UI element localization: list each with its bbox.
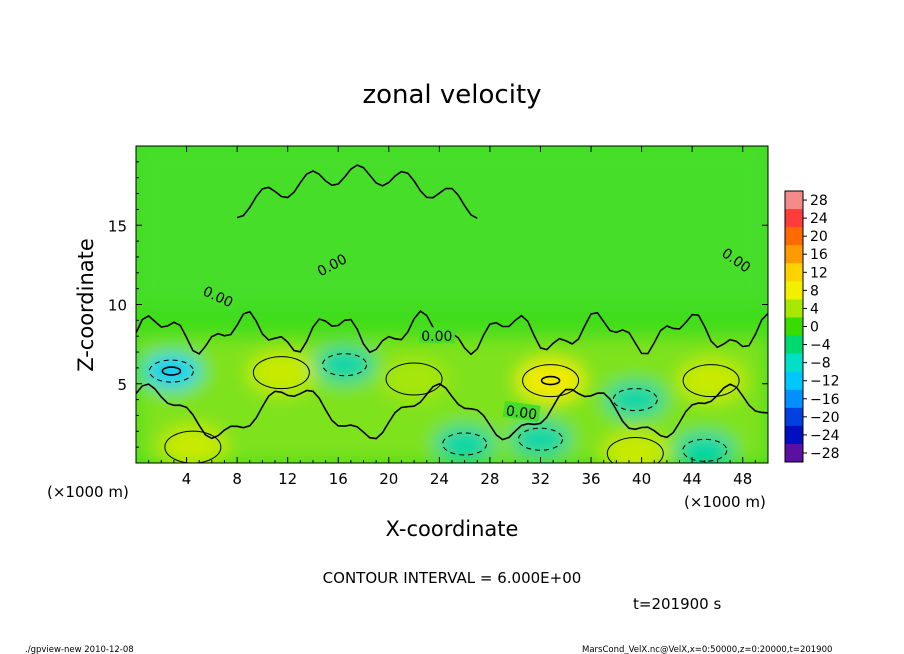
- contour-min: [148, 359, 194, 383]
- contour-label-bg: [502, 400, 541, 422]
- x-axis-unit-right: (×1000 m): [684, 493, 766, 511]
- colorbar-swatch: [785, 371, 803, 391]
- colorbar-label: 24: [810, 211, 828, 227]
- contour-label: 0.00: [502, 400, 541, 423]
- contour-max: [606, 436, 664, 463]
- contour-interval-text: CONTOUR INTERVAL = 6.000E+00: [323, 569, 582, 587]
- colorbar-label: 16: [810, 247, 828, 263]
- contour-min: [442, 432, 488, 456]
- colorbar-swatch: [785, 191, 803, 210]
- contour-core: [540, 375, 561, 386]
- colorbar-label: −8: [810, 356, 831, 372]
- colorbar-swatch: [785, 407, 803, 427]
- x-tick-label: 44: [683, 470, 702, 488]
- colorbar-swatch: [785, 299, 803, 318]
- contour-min: [322, 353, 368, 377]
- zero-contour-upper: [236, 164, 478, 220]
- contour-max: [522, 364, 580, 398]
- colorbar-swatch: [785, 425, 803, 445]
- colorbar-swatch: [785, 335, 803, 355]
- y-tick-label: 5: [117, 376, 127, 394]
- chart-title: zonal velocity: [362, 80, 541, 110]
- x-tick-label: 36: [581, 470, 600, 488]
- footer-left: ./gpview-new 2010-12-08: [25, 645, 134, 654]
- contour-max: [385, 362, 443, 396]
- field-min: [605, 381, 666, 418]
- contour-label-bg: [717, 242, 757, 277]
- contour-label-bg: [418, 327, 455, 344]
- field-min: [314, 346, 375, 383]
- contour-max: [164, 430, 222, 463]
- contour-label-text: 0.00: [421, 329, 452, 345]
- colorbar-label: 8: [810, 283, 819, 299]
- contour-label: 0.00: [418, 327, 455, 345]
- x-tick-label: 8: [232, 470, 242, 488]
- field-min: [434, 425, 495, 462]
- y-tick-label: 15: [108, 217, 127, 235]
- colorbar-label: 28: [810, 193, 828, 209]
- field-max: [380, 356, 449, 401]
- colorbar-label: −24: [810, 428, 840, 444]
- colorbar-label: 12: [810, 265, 828, 281]
- colorbar-swatch: [785, 263, 803, 282]
- colorbar-swatch: [785, 443, 803, 463]
- x-tick-label: 48: [733, 470, 752, 488]
- colorbar-swatch: [785, 389, 803, 409]
- field-core: [533, 369, 568, 392]
- y-axis-label: Z-coordinate: [74, 238, 98, 372]
- time-text: t=201900 s: [633, 595, 721, 613]
- x-tick-label: 24: [430, 470, 449, 488]
- colorbar-swatch: [785, 245, 803, 264]
- colorbar-swatch: [785, 353, 803, 373]
- field-core: [156, 362, 187, 381]
- x-tick-label: 40: [632, 470, 651, 488]
- contour-min: [517, 427, 563, 451]
- x-tick-label: 28: [480, 470, 499, 488]
- upper-field: [136, 146, 768, 305]
- field-min: [510, 421, 571, 458]
- colorbar-label: −28: [810, 446, 840, 462]
- field-max: [677, 358, 746, 403]
- colorbar-label: 20: [810, 229, 828, 245]
- contour-label-text: 0.00: [505, 403, 538, 423]
- x-tick-label: 32: [531, 470, 550, 488]
- heatmap-field: [136, 146, 768, 463]
- colorbar-swatch: [785, 227, 803, 246]
- contour-max: [682, 364, 740, 398]
- zero-contour-lower: [136, 382, 768, 441]
- contour-min: [682, 438, 728, 462]
- y-tick-label: 10: [108, 297, 127, 315]
- x-axis-label: X-coordinate: [386, 517, 519, 541]
- x-axis-unit-left: (×1000 m): [47, 483, 129, 501]
- field-max: [601, 431, 670, 463]
- field-min: [674, 432, 735, 463]
- colorbar-label: 0: [810, 320, 819, 336]
- colorbar-label: −12: [810, 374, 840, 390]
- footer-right: MarsCond_VelX.nc@VelX,x=0:50000,z=0:2000…: [582, 645, 832, 654]
- colorbar: 28 24 20 16 12 8 4 0 −4 −8 −12 −16 −20 −24 −28: [784, 190, 840, 463]
- contour-max: [252, 356, 310, 390]
- contour-min: [612, 388, 658, 412]
- contour-label-bg: [198, 280, 239, 311]
- x-tick-label: 4: [182, 470, 192, 488]
- x-tick-label: 16: [329, 470, 348, 488]
- colorbar-swatch: [785, 209, 803, 228]
- contour-label-bg: [311, 248, 352, 280]
- colorbar-swatch: [785, 281, 803, 300]
- x-tick-label: 12: [278, 470, 297, 488]
- colorbar-label: 4: [810, 301, 819, 317]
- x-tick-label: 20: [379, 470, 398, 488]
- colorbar-label: −20: [810, 410, 840, 426]
- colorbar-label: −4: [810, 338, 831, 354]
- colorbar-label: −16: [810, 392, 840, 408]
- field-max: [247, 350, 316, 395]
- colorbar-swatch: [785, 317, 803, 337]
- contour-core: [161, 366, 182, 376]
